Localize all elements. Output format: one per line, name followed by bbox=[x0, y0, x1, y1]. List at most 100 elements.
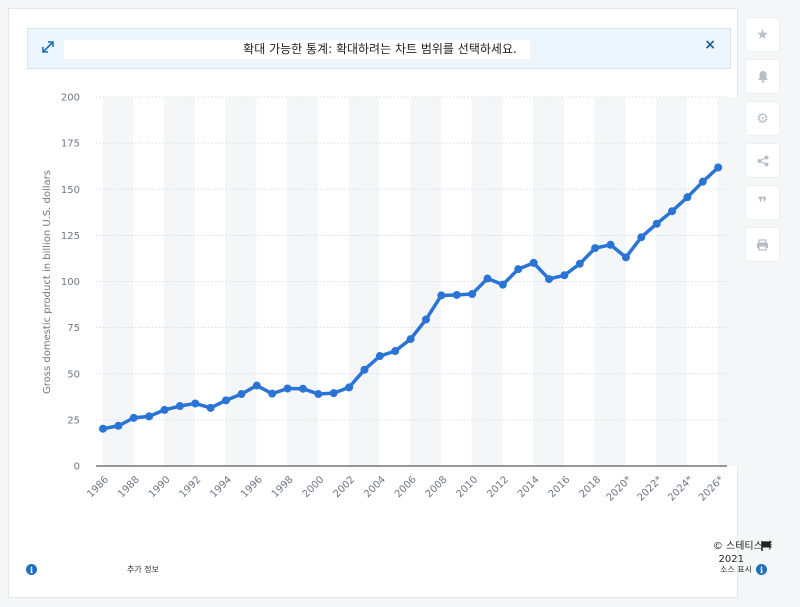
data-point bbox=[529, 258, 538, 267]
data-point bbox=[468, 290, 477, 299]
x-tick-label: 2002 bbox=[331, 474, 357, 500]
y-tick-label: 25 bbox=[67, 415, 80, 426]
data-point bbox=[129, 413, 138, 422]
data-point bbox=[668, 207, 677, 216]
gridlines bbox=[96, 96, 727, 467]
x-tick-label: 2014 bbox=[516, 474, 542, 500]
notification-button[interactable] bbox=[745, 59, 780, 94]
x-axis-ticks: 1986 1988 1990 1992 1994 1996 1998 2000 2002 2004… bbox=[85, 474, 726, 503]
y-tick-label: 200 bbox=[61, 93, 80, 104]
expand-icon[interactable] bbox=[41, 40, 55, 54]
settings-button[interactable]: ⚙ bbox=[745, 101, 780, 136]
data-point bbox=[498, 280, 507, 289]
data-point bbox=[160, 405, 169, 414]
year-band bbox=[717, 97, 740, 466]
data-point bbox=[483, 274, 492, 283]
x-tick-label: 2026* bbox=[697, 474, 726, 503]
x-tick-label: 1998 bbox=[270, 474, 296, 500]
data-point bbox=[268, 389, 277, 398]
info-icon: i bbox=[26, 564, 37, 575]
x-tick-label: 1994 bbox=[208, 474, 234, 500]
quote-icon: ❞ bbox=[757, 193, 768, 212]
show-source-link[interactable]: 소스 표시 i bbox=[720, 564, 767, 575]
data-point bbox=[575, 259, 584, 268]
x-tick-label: 2022* bbox=[635, 474, 664, 503]
x-tick-label: 2016 bbox=[547, 474, 573, 500]
data-point bbox=[298, 384, 307, 393]
close-banner-button[interactable]: × bbox=[704, 37, 716, 53]
x-tick-label: 2024* bbox=[666, 474, 695, 503]
cite-button[interactable]: ❞ bbox=[745, 185, 780, 220]
more-info-link[interactable]: i 추가 정보 bbox=[26, 564, 159, 575]
data-point bbox=[314, 390, 323, 399]
data-point bbox=[206, 403, 215, 412]
banner-text-box bbox=[64, 40, 530, 59]
copyright-text: © 스테티스타 bbox=[712, 541, 772, 552]
data-point bbox=[621, 253, 630, 262]
share-button[interactable] bbox=[745, 143, 780, 178]
bell-icon bbox=[757, 71, 768, 83]
print-icon bbox=[757, 238, 768, 251]
data-point bbox=[191, 399, 200, 408]
year-band bbox=[348, 97, 380, 466]
x-tick-label: 1992 bbox=[178, 474, 204, 500]
data-point bbox=[452, 290, 461, 299]
data-point bbox=[514, 265, 523, 274]
print-button[interactable] bbox=[745, 227, 780, 262]
x-tick-label: 2004 bbox=[362, 474, 388, 500]
y-tick-label: 150 bbox=[61, 185, 80, 196]
copyright-block: © 스테티스타 2021 bbox=[713, 540, 772, 566]
data-point bbox=[222, 396, 231, 405]
data-point bbox=[329, 389, 338, 398]
data-point bbox=[560, 271, 569, 280]
x-tick-label: 1986 bbox=[85, 474, 111, 500]
x-tick-label: 1996 bbox=[239, 474, 265, 500]
side-toolbar: ★ ⚙ ❞ bbox=[745, 17, 780, 269]
data-point bbox=[437, 291, 446, 300]
data-point bbox=[545, 275, 554, 284]
flag-icon[interactable] bbox=[760, 540, 774, 552]
banner-message: 확대 가능한 통계: 확대하려는 차트 범위를 선택하세요. bbox=[243, 42, 517, 56]
data-point bbox=[114, 421, 123, 430]
data-point bbox=[375, 352, 384, 361]
x-tick-label: 2018 bbox=[578, 474, 604, 500]
data-point bbox=[591, 244, 600, 253]
x-tick-label: 1988 bbox=[116, 474, 142, 500]
zoom-hint-banner: 확대 가능한 통계: 확대하려는 차트 범위를 선택하세요. × bbox=[27, 28, 731, 69]
y-tick-label: 100 bbox=[61, 277, 80, 288]
x-tick-label: 2006 bbox=[393, 474, 419, 500]
x-tick-label: 2020* bbox=[605, 474, 634, 503]
data-point bbox=[145, 412, 154, 421]
data-point bbox=[652, 219, 661, 228]
y-axis-label: Gross domestic product in billion U.S. d… bbox=[42, 170, 53, 394]
year-band bbox=[594, 97, 626, 466]
x-tick-label: 2000 bbox=[301, 474, 327, 500]
data-point bbox=[698, 177, 707, 186]
data-point bbox=[237, 390, 246, 399]
year-bands bbox=[102, 97, 740, 466]
y-tick-label: 0 bbox=[74, 462, 80, 473]
gear-icon: ⚙ bbox=[756, 110, 769, 127]
y-tick-label: 50 bbox=[67, 369, 80, 380]
star-icon: ★ bbox=[756, 26, 769, 43]
data-point bbox=[360, 365, 369, 374]
share-icon bbox=[757, 155, 768, 166]
data-point bbox=[714, 163, 723, 172]
data-point bbox=[421, 315, 430, 324]
data-point bbox=[637, 233, 646, 242]
more-info-label: 추가 정보 bbox=[127, 565, 159, 574]
data-point bbox=[283, 384, 292, 393]
y-tick-label: 175 bbox=[61, 139, 80, 150]
x-tick-label: 2010 bbox=[454, 474, 480, 500]
data-point bbox=[683, 193, 692, 202]
show-source-label: 소스 표시 bbox=[720, 565, 752, 574]
favorite-button[interactable]: ★ bbox=[745, 17, 780, 52]
y-axis-ticks: 0 25 50 75 100 125 150 175 200 bbox=[61, 93, 80, 473]
data-point bbox=[99, 424, 107, 433]
copyright-year: 2021 bbox=[718, 554, 744, 565]
x-tick-label: 2008 bbox=[424, 474, 450, 500]
data-point bbox=[406, 335, 415, 344]
data-point bbox=[391, 347, 400, 356]
x-tick-label: 1990 bbox=[147, 474, 173, 500]
